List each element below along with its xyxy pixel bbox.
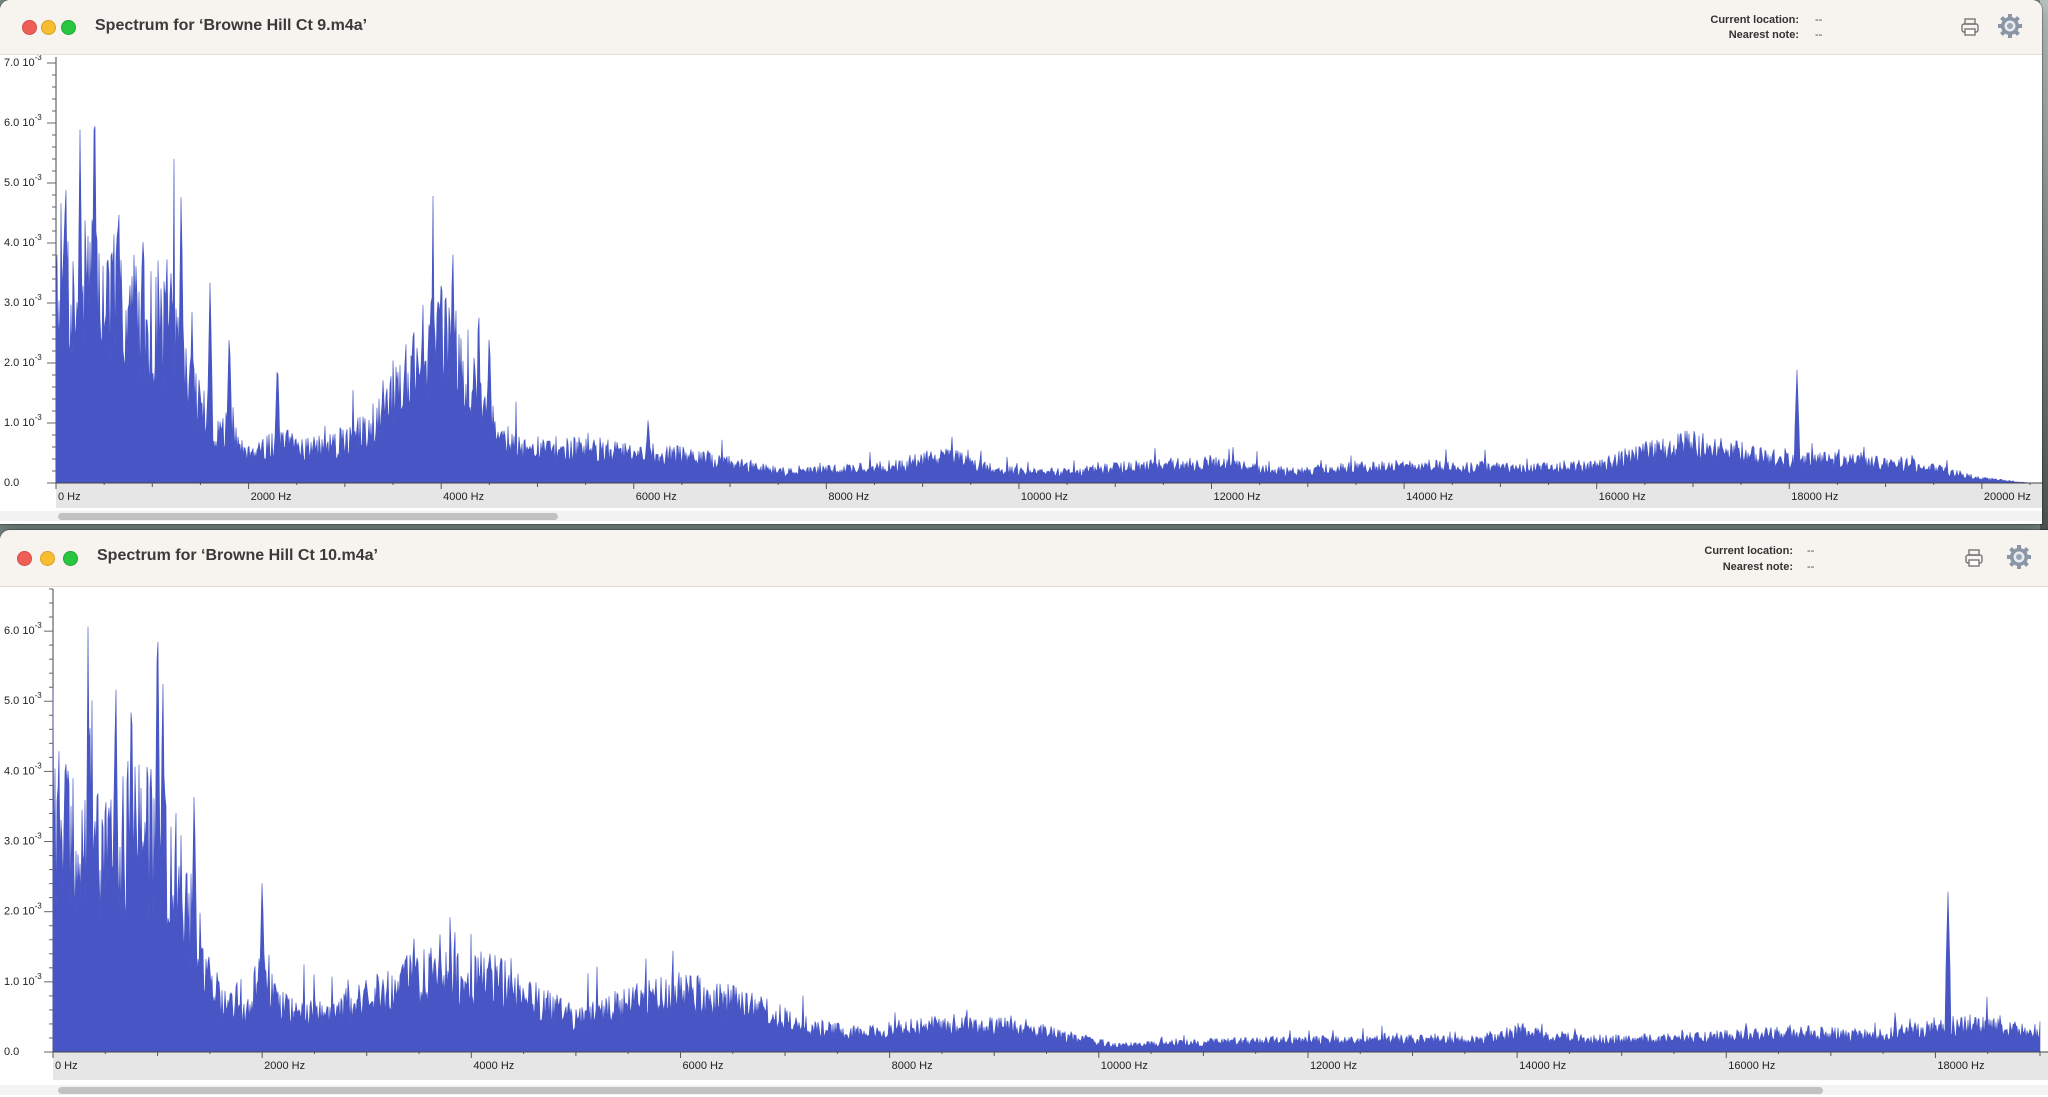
x-axis-ruler: [53, 1052, 2048, 1080]
y-tick-label: 0.0: [4, 1046, 19, 1058]
current-location-value: --: [1815, 14, 1823, 26]
title-bar[interactable]: Spectrum for ‘Browne Hill Ct 9.m4a’ Curr…: [0, 0, 2042, 55]
x-tick-label: 4000 Hz: [473, 1060, 514, 1072]
x-tick-label: 18000 Hz: [1937, 1060, 1984, 1072]
settings-button[interactable]: [2006, 544, 2032, 570]
print-button[interactable]: [1957, 14, 1983, 40]
minimize-button[interactable]: [41, 20, 56, 35]
minimize-button[interactable]: [40, 551, 55, 566]
y-tick-label: 2.0 10-3: [4, 902, 42, 918]
y-tick-exponent: -3: [35, 173, 43, 182]
print-icon: [1965, 549, 1983, 567]
scrollbar-thumb[interactable]: [58, 513, 558, 520]
x-tick-label: 0 Hz: [55, 1060, 78, 1072]
nearest-note-label: Nearest note:: [1728, 29, 1799, 41]
location-values: -- --: [1815, 14, 1875, 44]
x-tick-label: 0 Hz: [58, 491, 81, 503]
horizontal-scrollbar[interactable]: [0, 1085, 2048, 1095]
close-button[interactable]: [22, 20, 37, 35]
y-tick-exponent: -3: [35, 413, 43, 422]
y-tick-exponent: -3: [35, 353, 43, 362]
x-tick-label: 10000 Hz: [1021, 491, 1068, 503]
gear-icon: [1998, 14, 2022, 38]
y-tick-label: 6.0 10-3: [4, 113, 42, 129]
x-tick-label: 8000 Hz: [828, 491, 869, 503]
y-tick-label: 1.0 10-3: [4, 413, 42, 429]
nearest-note-value: --: [1815, 29, 1823, 41]
y-tick-label: 1.0 10-3: [4, 972, 42, 988]
y-tick-exponent: -3: [35, 832, 43, 841]
y-axis: 0.0 1.0 10-3 2.0 10-3 3.0 10-3 4.0 10-3 5.0 1…: [4, 55, 57, 489]
current-location-label: Current location:: [1710, 14, 1799, 26]
nearest-note-value: --: [1807, 561, 1815, 573]
y-tick-label: 6.0 10-3: [4, 621, 42, 637]
y-tick-label: 3.0 10-3: [4, 832, 42, 848]
y-tick-label: 5.0 10-3: [4, 691, 42, 707]
x-tick-label: 2000 Hz: [251, 491, 292, 503]
x-tick-label: 14000 Hz: [1519, 1060, 1566, 1072]
scrollbar-thumb[interactable]: [58, 1087, 1823, 1094]
current-location-label: Current location:: [1704, 545, 1793, 557]
y-tick-exponent: -3: [35, 55, 43, 62]
y-tick-exponent: -3: [35, 761, 43, 770]
nearest-note-label: Nearest note:: [1722, 561, 1793, 573]
spectrum-window-1[interactable]: Spectrum for ‘Browne Hill Ct 9.m4a’ Curr…: [0, 0, 2042, 524]
horizontal-scrollbar[interactable]: [0, 511, 2042, 521]
spectrum-area: [52, 626, 2041, 1053]
y-axis: 0.0 1.0 10-3 2.0 10-3 3.0 10-3 4.0 10-3 5.0 1…: [4, 588, 54, 1058]
x-tick-label: 6000 Hz: [636, 491, 677, 503]
zoom-button[interactable]: [63, 551, 78, 566]
x-tick-label: 16000 Hz: [1728, 1060, 1775, 1072]
y-tick-exponent: -3: [35, 233, 43, 242]
spectrum-window-2[interactable]: Spectrum for ‘Browne Hill Ct 10.m4a’ Cur…: [0, 530, 2048, 1097]
y-tick-exponent: -3: [35, 621, 43, 630]
print-icon: [1961, 18, 1979, 36]
settings-button[interactable]: [1997, 13, 2023, 39]
y-tick-label: 4.0 10-3: [4, 761, 42, 777]
x-tick-label: 20000 Hz: [1984, 491, 2031, 503]
x-axis: 0 Hz 2000 Hz 4000 Hz 6000 Hz 8000 Hz 10000 Hz…: [55, 482, 2042, 508]
x-tick-label: 8000 Hz: [892, 1060, 933, 1072]
y-tick-label: 5.0 10-3: [4, 173, 42, 189]
zoom-button[interactable]: [61, 20, 76, 35]
x-tick-label: 2000 Hz: [264, 1060, 305, 1072]
y-tick-exponent: -3: [35, 293, 43, 302]
x-tick-label: 12000 Hz: [1214, 491, 1261, 503]
spectrum-plot[interactable]: 0.0 1.0 10-3 2.0 10-3 3.0 10-3 4.0 10-3 5.0 1…: [0, 55, 2042, 510]
gear-icon: [2007, 545, 2031, 569]
y-tick-label: 0.0: [4, 477, 19, 489]
x-tick-label: 6000 Hz: [682, 1060, 723, 1072]
location-readout: Current location: Nearest note:: [1593, 545, 1793, 575]
y-tick-exponent: -3: [35, 113, 43, 122]
x-tick-label: 4000 Hz: [443, 491, 484, 503]
y-tick-exponent: -3: [35, 902, 43, 911]
desktop-background: [2040, 0, 2048, 540]
current-location-value: --: [1807, 545, 1815, 557]
y-tick-label: 3.0 10-3: [4, 293, 42, 309]
x-tick-label: 12000 Hz: [1310, 1060, 1357, 1072]
x-tick-label: 16000 Hz: [1599, 491, 1646, 503]
x-tick-label: 18000 Hz: [1791, 491, 1838, 503]
spectrum-area: [55, 126, 2031, 484]
x-axis: 0 Hz 2000 Hz 4000 Hz 6000 Hz 8000 Hz 10000 Hz…: [52, 1051, 2048, 1080]
x-tick-label: 14000 Hz: [1406, 491, 1453, 503]
x-axis-ruler: [56, 483, 2042, 508]
y-tick-exponent: -3: [35, 972, 43, 981]
close-button[interactable]: [17, 551, 32, 566]
location-values: -- --: [1807, 545, 1867, 575]
y-tick-label: 4.0 10-3: [4, 233, 42, 249]
y-tick-label: 2.0 10-3: [4, 353, 42, 369]
window-title: Spectrum for ‘Browne Hill Ct 9.m4a’: [95, 17, 368, 34]
location-readout: Current location: Nearest note:: [1600, 14, 1800, 44]
title-bar[interactable]: Spectrum for ‘Browne Hill Ct 10.m4a’ Cur…: [0, 530, 2048, 587]
print-button[interactable]: [1961, 545, 1987, 571]
y-tick-label: 7.0 10-3: [4, 55, 42, 69]
x-tick-label: 10000 Hz: [1101, 1060, 1148, 1072]
spectrum-plot[interactable]: 0.0 1.0 10-3 2.0 10-3 3.0 10-3 4.0 10-3 5.0 1…: [0, 587, 2048, 1082]
window-title: Spectrum for ‘Browne Hill Ct 10.m4a’: [97, 547, 378, 564]
y-tick-exponent: -3: [35, 691, 43, 700]
